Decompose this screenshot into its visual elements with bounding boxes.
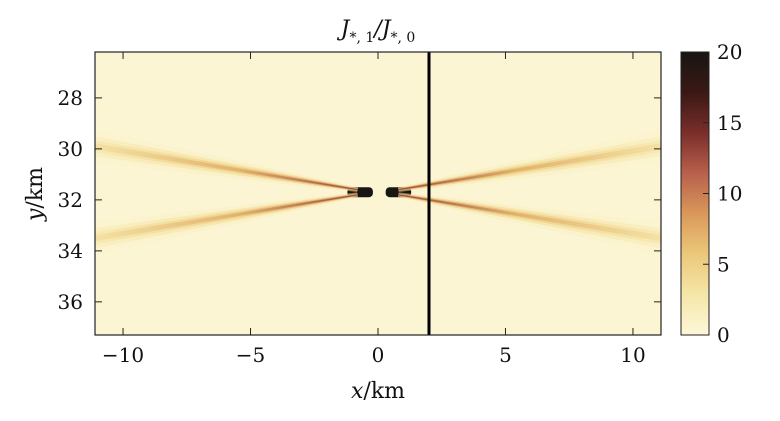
x-tick-label: −5 [236,343,265,367]
y-tick-label: 28 [58,86,83,110]
y-tick-label: 34 [58,239,83,263]
heatmap [95,52,661,335]
x-tick-label: 5 [499,343,512,367]
y-axis: 28 30 32 34 36 [58,86,661,314]
y-tick-label: 30 [58,137,83,161]
upper-ray-right [398,130,661,193]
x-axis: −10 −5 0 5 10 [102,52,646,367]
colorbar-tick-label: 20 [717,40,742,64]
upper-ray-left [95,130,358,193]
colorbar-tick-label: 15 [717,111,742,135]
x-axis-label: x/km [351,379,405,404]
colorbar-tick-label: 0 [717,323,730,347]
y-axis-label: y/km [23,167,48,222]
colorbar-tick-label: 5 [717,252,730,276]
x-tick-label: 10 [620,343,645,367]
heatmap-background [95,52,661,335]
x-tick-label: −10 [102,343,144,367]
lower-ray-left [95,192,358,254]
lower-ray-right [398,192,661,254]
chart-title: J*, 1/J*, 0 [337,17,416,46]
y-tick-label: 36 [58,290,83,314]
y-tick-label: 32 [58,188,83,212]
x-tick-label: 0 [372,343,385,367]
colorbar-tick-label: 10 [717,182,742,206]
colorbar: 0 5 10 15 20 [680,40,742,347]
